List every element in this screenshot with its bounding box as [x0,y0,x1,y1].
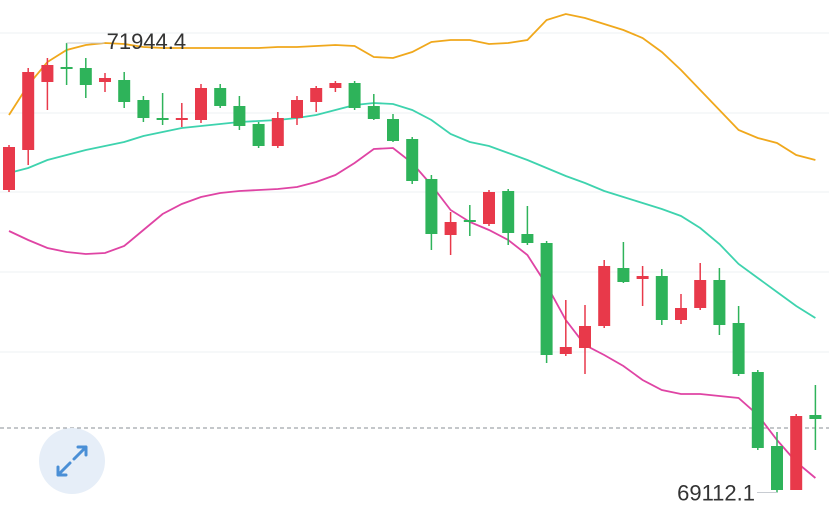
candle-body [79,68,92,85]
candle-body [521,234,534,243]
candle-body [559,347,572,354]
min-label: 69112.1 [677,480,755,505]
candle-body [694,280,707,308]
candle-body [60,67,73,69]
candle-body [425,179,438,234]
candle-body [790,416,803,490]
candle-body [175,118,188,120]
candle-body [483,192,495,224]
candle-body [579,326,591,348]
candles-layer [3,42,822,493]
candle-body [3,147,15,190]
band-line [8,102,816,319]
labels-layer: 71944.4 69112.1 [66,29,777,505]
expand-icon[interactable] [56,445,88,477]
candle-body [99,78,111,82]
candle-body [233,106,246,126]
candle-body [367,106,380,119]
max-label: 71944.4 [107,29,187,54]
candle-body [636,276,649,279]
expand-button-bg[interactable] [39,428,105,494]
candle-body [655,276,668,320]
candle-body [463,220,476,222]
candle-body [214,88,227,106]
candle-body [387,119,399,141]
candle-body [118,80,131,102]
candle-body [291,100,303,118]
band-line [8,13,816,161]
candle-body [617,268,630,282]
candle-body [195,88,207,120]
candle-body [406,139,419,181]
candle-body [156,118,169,120]
candle-body [771,446,783,490]
candle-body [310,88,323,102]
candle-body [502,191,515,233]
candle-body [348,83,361,108]
candle-body [732,323,745,374]
expand-button[interactable] [39,428,105,494]
candle-body [329,83,342,88]
candle-body [675,308,687,320]
candle-body [41,65,54,82]
candle-body [713,280,726,325]
candle-body [137,100,150,118]
candle-body [252,124,265,146]
candle-body [598,266,611,326]
candle-body [751,372,764,448]
candle-body [540,243,553,355]
candle-body [809,415,822,419]
candle-body [22,72,35,150]
candle-body [271,118,284,146]
candle-body [444,222,457,235]
